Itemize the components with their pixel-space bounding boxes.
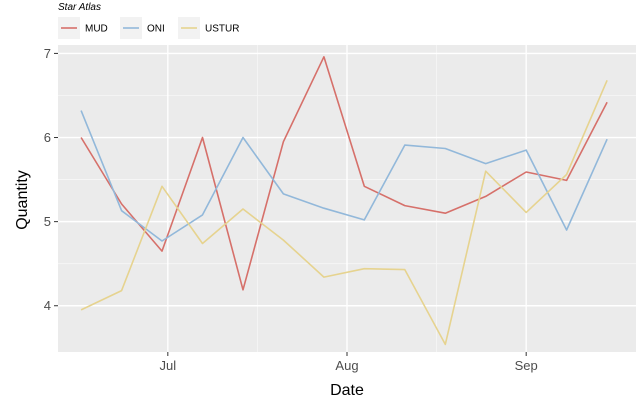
legend-title: Star Atlas (58, 2, 101, 13)
series-line-ustur (80, 79, 608, 346)
legend-item-oni: ONI (120, 17, 165, 39)
series-lines (80, 55, 608, 346)
legend-label: ONI (147, 24, 165, 35)
y-axis-title: Quantity (14, 170, 31, 230)
x-axis-title: Date (330, 382, 364, 399)
legend-item-ustur: USTUR (178, 17, 239, 39)
y-tick-label: 4 (44, 298, 51, 313)
x-axis: Jul Aug Sep (160, 352, 538, 373)
grid (58, 45, 636, 352)
y-tick-label: 7 (44, 46, 51, 61)
legend-label: USTUR (205, 24, 239, 35)
y-axis: 4 5 6 7 (44, 46, 58, 313)
x-tick-label: Jul (160, 358, 177, 373)
y-tick-label: 6 (44, 130, 51, 145)
legend-label: MUD (85, 24, 108, 35)
series-line-oni (80, 110, 608, 242)
x-tick-label: Aug (335, 358, 358, 373)
legend-item-mud: MUD (58, 17, 108, 39)
x-tick-label: Sep (515, 358, 538, 373)
legend: Star Atlas MUD ONI USTUR (58, 2, 239, 39)
y-tick-label: 5 (44, 214, 51, 229)
series-line-mud (80, 55, 608, 291)
